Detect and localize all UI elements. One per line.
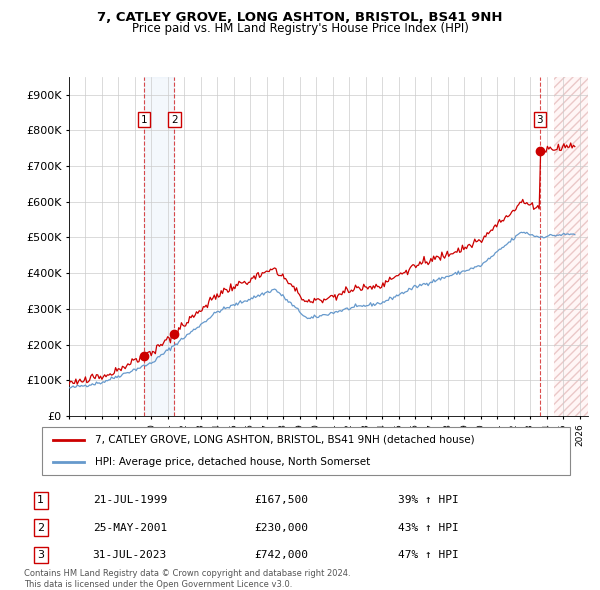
Bar <box>144 77 175 416</box>
Text: 39% ↑ HPI: 39% ↑ HPI <box>398 495 458 505</box>
Text: £230,000: £230,000 <box>254 523 308 533</box>
Text: HPI: Average price, detached house, North Somerset: HPI: Average price, detached house, Nort… <box>95 457 370 467</box>
Text: Price paid vs. HM Land Registry's House Price Index (HPI): Price paid vs. HM Land Registry's House … <box>131 22 469 35</box>
Bar <box>554 77 600 416</box>
Text: 7, CATLEY GROVE, LONG ASHTON, BRISTOL, BS41 9NH: 7, CATLEY GROVE, LONG ASHTON, BRISTOL, B… <box>97 11 503 24</box>
Text: 1: 1 <box>37 495 44 505</box>
Text: 2: 2 <box>171 114 178 124</box>
Text: £742,000: £742,000 <box>254 550 308 560</box>
Text: £167,500: £167,500 <box>254 495 308 505</box>
Text: 1: 1 <box>140 114 147 124</box>
Text: 3: 3 <box>37 550 44 560</box>
Text: 31-JUL-2023: 31-JUL-2023 <box>92 550 167 560</box>
Text: Contains HM Land Registry data © Crown copyright and database right 2024.
This d: Contains HM Land Registry data © Crown c… <box>24 569 350 589</box>
Bar <box>554 77 600 416</box>
Text: 3: 3 <box>536 114 543 124</box>
Text: 2: 2 <box>37 523 44 533</box>
FancyBboxPatch shape <box>42 427 570 475</box>
Text: 47% ↑ HPI: 47% ↑ HPI <box>398 550 458 560</box>
Text: 43% ↑ HPI: 43% ↑ HPI <box>398 523 458 533</box>
Text: 7, CATLEY GROVE, LONG ASHTON, BRISTOL, BS41 9NH (detached house): 7, CATLEY GROVE, LONG ASHTON, BRISTOL, B… <box>95 435 475 445</box>
Text: 21-JUL-1999: 21-JUL-1999 <box>92 495 167 505</box>
Text: 25-MAY-2001: 25-MAY-2001 <box>92 523 167 533</box>
